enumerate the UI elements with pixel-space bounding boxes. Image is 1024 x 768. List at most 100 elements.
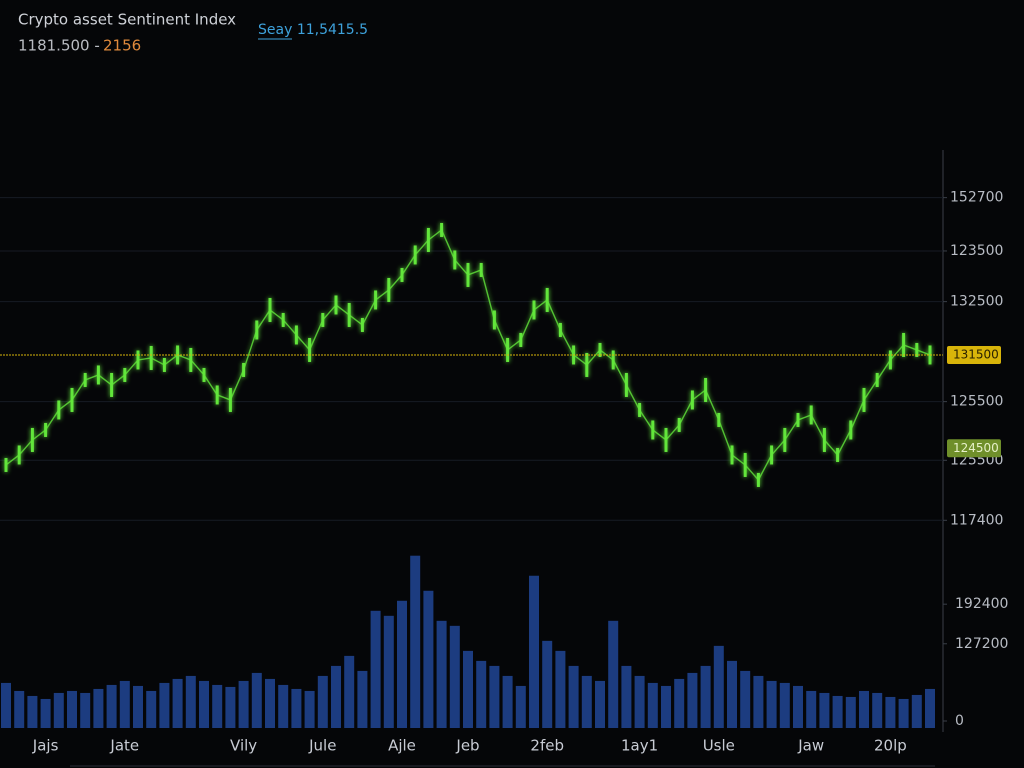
volume-bar xyxy=(608,620,619,728)
x-tick-label: Usle xyxy=(703,737,735,755)
volume-bar xyxy=(502,675,513,728)
volume-bar xyxy=(463,650,473,728)
price-candle xyxy=(347,302,351,327)
volume-bar xyxy=(27,695,38,728)
price-candle xyxy=(770,445,774,465)
volume-bar xyxy=(53,692,64,728)
volume-bar xyxy=(449,625,460,728)
price-candle xyxy=(690,390,694,410)
volume-bar xyxy=(845,696,856,728)
volume-bar xyxy=(93,688,104,728)
price-candle xyxy=(532,300,536,320)
price-candle xyxy=(4,457,8,472)
price-candle xyxy=(902,332,906,357)
price-candle xyxy=(466,262,470,287)
price-candle xyxy=(862,387,866,412)
x-tick-label: 2feb xyxy=(530,737,564,755)
price-candle xyxy=(479,262,483,277)
price-candle xyxy=(809,405,813,425)
volume-bar xyxy=(225,686,236,728)
price-candle xyxy=(255,320,259,340)
volume-bar xyxy=(357,670,368,728)
price-candle xyxy=(638,402,642,417)
price-series xyxy=(4,222,932,487)
y-tick-label: 152700 xyxy=(950,190,1003,206)
price-candle xyxy=(308,337,312,362)
price-candle xyxy=(242,362,246,377)
volume-bar xyxy=(687,672,698,728)
last-badge-label: 124500 xyxy=(953,441,999,455)
volume-bar xyxy=(489,665,500,728)
price-candle xyxy=(215,385,219,405)
volume-bar xyxy=(291,688,302,728)
price-candle xyxy=(202,367,206,382)
volume-bar xyxy=(146,690,157,728)
volume-bar xyxy=(317,675,328,728)
price-candle xyxy=(334,295,338,315)
price-candle xyxy=(413,245,417,265)
volume-bar xyxy=(40,698,51,728)
volume-bar xyxy=(647,682,658,728)
reference-label: 131500 xyxy=(953,347,999,361)
volume-bar xyxy=(14,690,25,728)
price-candle xyxy=(506,337,510,362)
volume-bar xyxy=(199,680,209,728)
x-tick-label: Jajs xyxy=(32,737,59,755)
price-candle xyxy=(717,412,721,427)
reference-badge xyxy=(947,345,1001,364)
volume-bar xyxy=(911,694,922,728)
volume-bar xyxy=(766,680,777,728)
volume-bar xyxy=(133,685,143,728)
chart-title: Crypto asset Sentinent Index xyxy=(18,11,236,29)
volume-bar xyxy=(700,665,711,728)
price-candle xyxy=(558,322,562,337)
volume-bar xyxy=(661,685,671,728)
price-candle xyxy=(44,422,48,437)
volume-bar xyxy=(529,575,539,728)
x-tick-label: Vily xyxy=(230,737,257,755)
price-candle xyxy=(360,317,364,332)
x-tick-label: Jaw xyxy=(797,737,824,755)
price-candle xyxy=(136,350,140,370)
y-tick-label: 117400 xyxy=(950,512,1003,528)
volume-bar xyxy=(581,675,592,728)
price-candle xyxy=(123,367,127,382)
price-candle xyxy=(875,372,879,387)
y-tick-label: 123500 xyxy=(950,243,1003,259)
x-tick-label: 1ay1 xyxy=(621,737,658,755)
x-tick-label: Jate xyxy=(109,737,139,755)
price-candle xyxy=(783,427,787,452)
price-candle xyxy=(83,372,87,387)
price-candle xyxy=(598,342,602,357)
price-candle xyxy=(624,372,628,397)
volume-bar xyxy=(304,690,315,728)
price-text: 1181.500 - xyxy=(18,37,100,55)
price-candle xyxy=(492,310,496,330)
volume-bar xyxy=(634,675,645,728)
price-candle xyxy=(426,227,430,252)
price-candle xyxy=(664,427,668,452)
info-text: Seay 11,5415.5 xyxy=(258,22,368,38)
volume-bar xyxy=(515,685,526,728)
price-candle xyxy=(756,472,760,487)
price-candle xyxy=(387,277,391,302)
price-candle xyxy=(796,412,800,427)
volume-bar xyxy=(251,672,262,728)
y-tick-label: 125500 xyxy=(950,394,1003,410)
plot: 1527001235001325001255001255001174000127… xyxy=(0,190,1008,767)
price-candle xyxy=(228,387,232,412)
price-candle xyxy=(30,427,34,452)
price-candle xyxy=(743,452,747,477)
volume-bar xyxy=(67,690,77,728)
volume-bar xyxy=(238,680,249,728)
volume-bar xyxy=(898,698,909,728)
price-candle xyxy=(281,312,285,327)
price-candle xyxy=(519,332,523,347)
volume-bar xyxy=(436,620,447,728)
volume-bar xyxy=(925,688,935,728)
volume-bar xyxy=(832,695,843,728)
volume-bar xyxy=(568,665,579,728)
x-tick-label: Jule xyxy=(308,737,336,755)
price-candle xyxy=(294,325,298,345)
